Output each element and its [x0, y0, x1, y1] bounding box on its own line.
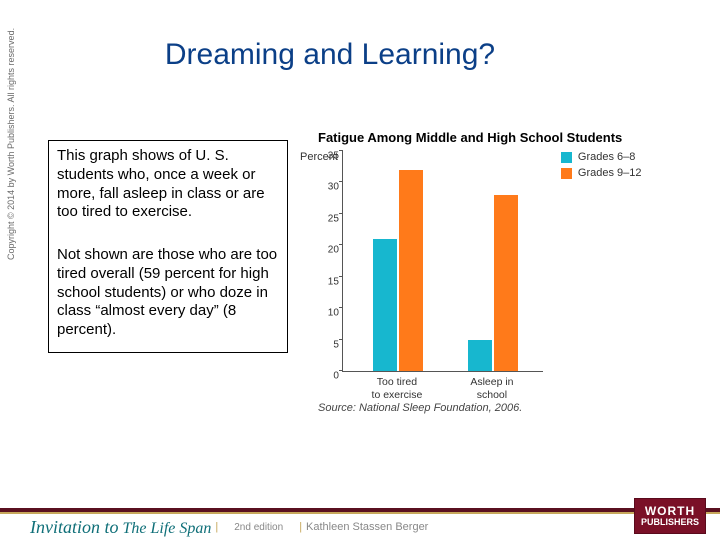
footer-content: Invitation to The Life Span | 2nd editio…	[0, 514, 720, 540]
y-tick-label: 30	[321, 182, 339, 193]
legend-label: Grades 9–12	[578, 167, 642, 179]
footer-sep-1: |	[215, 521, 218, 533]
chart-source: Source: National Sleep Foundation, 2006.	[318, 402, 700, 414]
y-tick-mark	[339, 213, 343, 214]
chart-bar	[468, 340, 492, 371]
publisher-line1: WORTH	[645, 505, 695, 518]
y-tick-label: 35	[321, 151, 339, 162]
legend-label: Grades 6–8	[578, 151, 635, 163]
description-p1: This graph shows of U. S. students who, …	[57, 147, 279, 222]
book-title-main: The Life Span	[119, 520, 212, 537]
legend-swatch	[561, 168, 572, 179]
chart-title: Fatigue Among Middle and High School Stu…	[318, 130, 700, 145]
y-tick-mark	[339, 244, 343, 245]
book-title-prefix: Invitation to	[30, 517, 119, 537]
x-category-label: Asleep inschool	[452, 376, 532, 401]
y-tick-label: 15	[321, 276, 339, 287]
y-tick-mark	[339, 150, 343, 151]
y-tick-mark	[339, 339, 343, 340]
legend-item: Grades 9–12	[561, 167, 642, 179]
legend-item: Grades 6–8	[561, 151, 642, 163]
legend-swatch	[561, 152, 572, 163]
book-title: Invitation to The Life Span	[30, 517, 211, 538]
y-tick-label: 0	[321, 371, 339, 382]
publisher-logo: WORTH PUBLISHERS	[634, 498, 706, 534]
description-textbox: This graph shows of U. S. students who, …	[48, 140, 288, 353]
y-tick-label: 5	[321, 339, 339, 350]
chart-bar	[399, 170, 423, 371]
chart-bar	[373, 239, 397, 371]
y-tick-label: 25	[321, 213, 339, 224]
y-tick-label: 10	[321, 308, 339, 319]
description-p2: Not shown are those who are too tired ov…	[57, 246, 279, 340]
y-tick-mark	[339, 181, 343, 182]
chart-bar	[494, 195, 518, 371]
x-category-label: Too tiredto exercise	[357, 376, 437, 401]
slide-title: Dreaming and Learning?	[0, 38, 660, 72]
chart-plot-area: 05101520253035	[342, 151, 543, 372]
publisher-line2: PUBLISHERS	[641, 518, 699, 527]
y-tick-label: 20	[321, 245, 339, 256]
y-tick-mark	[339, 276, 343, 277]
fatigue-chart: Fatigue Among Middle and High School Stu…	[300, 130, 700, 414]
author-text: Kathleen Stassen Berger	[306, 521, 428, 533]
slide-footer: Invitation to The Life Span | 2nd editio…	[0, 508, 720, 540]
footer-sep-2: |	[299, 521, 302, 533]
y-tick-mark	[339, 370, 343, 371]
edition-text: 2nd edition	[234, 522, 283, 533]
chart-legend: Grades 6–8 Grades 9–12	[561, 151, 642, 183]
y-tick-mark	[339, 307, 343, 308]
